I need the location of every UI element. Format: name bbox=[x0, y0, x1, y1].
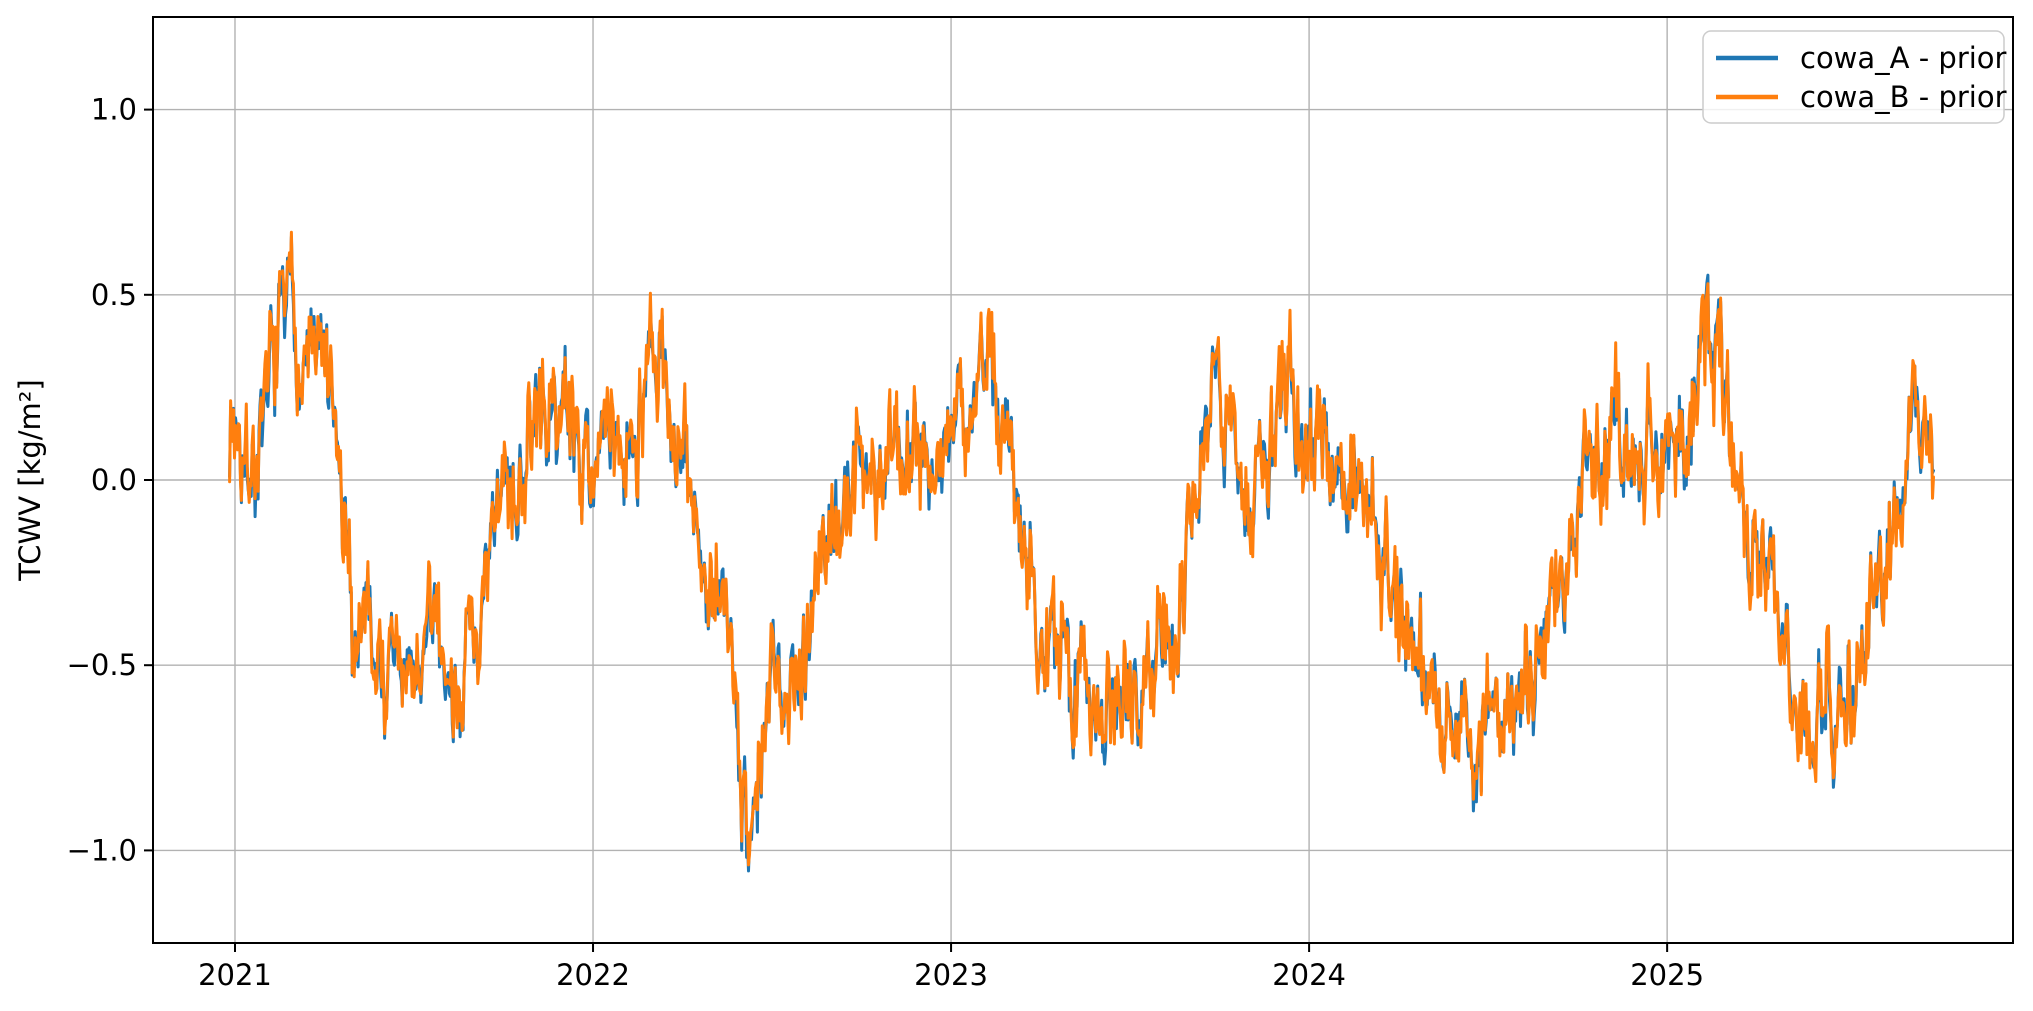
x-tick-label: 2024 bbox=[1272, 958, 1346, 992]
x-tick-label: 2023 bbox=[914, 958, 988, 992]
legend-label: cowa_B - prior bbox=[1800, 80, 2007, 114]
x-tick-label: 2025 bbox=[1630, 958, 1704, 992]
legend-label: cowa_A - prior bbox=[1800, 41, 2007, 75]
y-axis-label: TCWV [kg/m²] bbox=[13, 379, 47, 581]
y-tick-label: −0.5 bbox=[67, 648, 137, 682]
x-tick-label: 2022 bbox=[556, 958, 630, 992]
y-tick-label: 0.0 bbox=[91, 463, 137, 497]
legend: cowa_A - prior cowa_B - prior bbox=[1702, 30, 2007, 124]
y-tick-label: 0.5 bbox=[91, 278, 137, 312]
y-tick-label: 1.0 bbox=[91, 93, 137, 127]
tick-marks bbox=[144, 108, 1669, 952]
y-tick-label: −1.0 bbox=[67, 833, 137, 867]
legend-box bbox=[1702, 30, 2005, 124]
x-tick-label: 2021 bbox=[198, 958, 272, 992]
series-line-cowa-b-prior bbox=[228, 230, 1935, 867]
